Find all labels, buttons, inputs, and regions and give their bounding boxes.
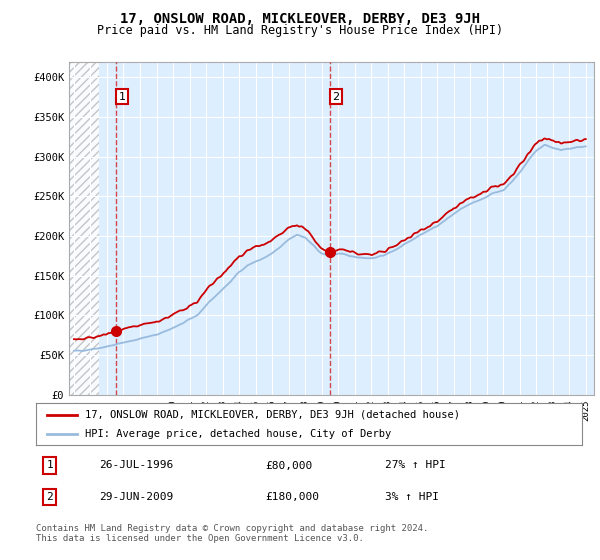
Text: 3% ↑ HPI: 3% ↑ HPI <box>385 492 439 502</box>
Text: 27% ↑ HPI: 27% ↑ HPI <box>385 460 446 470</box>
Text: 2: 2 <box>332 92 340 101</box>
Text: 17, ONSLOW ROAD, MICKLEOVER, DERBY, DE3 9JH: 17, ONSLOW ROAD, MICKLEOVER, DERBY, DE3 … <box>120 12 480 26</box>
Text: 2: 2 <box>46 492 53 502</box>
Text: Contains HM Land Registry data © Crown copyright and database right 2024.
This d: Contains HM Land Registry data © Crown c… <box>36 524 428 543</box>
Text: £180,000: £180,000 <box>265 492 319 502</box>
Text: 1: 1 <box>119 92 125 101</box>
Text: £80,000: £80,000 <box>265 460 313 470</box>
Text: 26-JUL-1996: 26-JUL-1996 <box>99 460 173 470</box>
Text: Price paid vs. HM Land Registry's House Price Index (HPI): Price paid vs. HM Land Registry's House … <box>97 24 503 37</box>
Bar <box>69 62 99 395</box>
Text: HPI: Average price, detached house, City of Derby: HPI: Average price, detached house, City… <box>85 429 391 439</box>
Text: 29-JUN-2009: 29-JUN-2009 <box>99 492 173 502</box>
Text: 1: 1 <box>46 460 53 470</box>
Text: 17, ONSLOW ROAD, MICKLEOVER, DERBY, DE3 9JH (detached house): 17, ONSLOW ROAD, MICKLEOVER, DERBY, DE3 … <box>85 409 460 419</box>
